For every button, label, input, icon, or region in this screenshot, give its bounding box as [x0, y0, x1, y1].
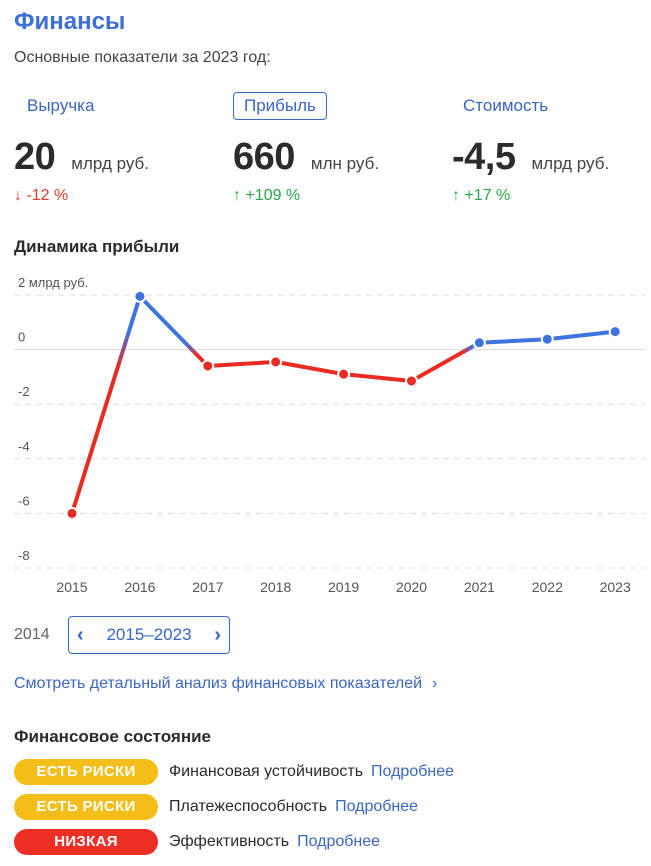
- x-tick-label: 2018: [260, 579, 291, 595]
- chevron-right-icon[interactable]: ›: [214, 624, 221, 646]
- detail-analysis-link[interactable]: Смотреть детальный анализ финансовых пок…: [14, 675, 437, 693]
- page-subtitle: Основные показатели за 2023 год:: [14, 49, 271, 66]
- profit-unit: млн руб.: [310, 154, 380, 173]
- profit-value: 660: [233, 136, 295, 178]
- x-tick-label: 2016: [124, 579, 155, 595]
- page-title: Финансы: [14, 8, 126, 35]
- data-point[interactable]: [201, 359, 215, 373]
- series-line-segment: [545, 329, 618, 342]
- value-value: -4,5: [452, 136, 516, 178]
- status-row-efficiency: НИЗКАЯ Эффективность Подробнее: [14, 829, 380, 855]
- series-line-segment: [341, 372, 414, 383]
- data-point[interactable]: [405, 374, 418, 388]
- profit-change: ↑ +109 %: [233, 187, 301, 204]
- y-tick-label: -2: [18, 384, 30, 399]
- data-point[interactable]: [269, 355, 283, 369]
- y-tick-label: -8: [18, 548, 30, 563]
- tab-revenue[interactable]: Выручка: [27, 96, 95, 115]
- x-tick-label: 2022: [532, 579, 563, 595]
- x-tick-label: 2021: [464, 579, 495, 595]
- tab-profit[interactable]: Прибыль: [233, 92, 327, 120]
- tab-value[interactable]: Стоимость: [463, 96, 549, 115]
- value-unit: млрд руб.: [531, 154, 610, 173]
- status-label: Эффективность: [169, 833, 290, 850]
- year-range-selector: ‹ 2015–2023 ›: [68, 616, 230, 654]
- data-point[interactable]: [133, 289, 147, 303]
- series-line-segment: [477, 337, 550, 345]
- chevron-right-icon: ›: [432, 675, 438, 692]
- data-point[interactable]: [608, 325, 622, 339]
- status-badge: ЕСТЬ РИСКИ: [14, 759, 158, 785]
- chevron-left-icon[interactable]: ‹: [77, 624, 84, 646]
- y-tick-label: 2 млрд руб.: [18, 275, 88, 290]
- revenue-value: 20: [14, 136, 56, 178]
- more-link[interactable]: Подробнее: [297, 833, 381, 850]
- revenue-unit: млрд руб.: [71, 154, 150, 173]
- data-point[interactable]: [65, 506, 79, 520]
- status-label: Платежеспособность: [169, 798, 328, 815]
- more-link[interactable]: Подробнее: [335, 798, 419, 815]
- financial-state-title: Финансовое состояние: [14, 727, 212, 746]
- x-tick-label: 2019: [328, 579, 359, 595]
- revenue-change: ↓ -12 %: [14, 187, 69, 204]
- series-line-segment: [137, 294, 210, 368]
- year-range-label: 2015–2023: [106, 625, 192, 644]
- chart-title: Динамика прибыли: [14, 237, 180, 256]
- series-line-segment: [409, 340, 482, 383]
- y-tick-label: -6: [18, 493, 30, 508]
- more-link[interactable]: Подробнее: [371, 763, 455, 780]
- series-line-segment: [70, 294, 142, 516]
- series-line-segment: [273, 359, 346, 377]
- profit-metric: 660 млн руб.: [233, 136, 379, 179]
- series-line-segment: [205, 359, 278, 368]
- data-point[interactable]: [337, 367, 351, 381]
- data-point[interactable]: [472, 336, 486, 350]
- value-metric: -4,5 млрд руб.: [452, 136, 609, 179]
- status-badge: НИЗКАЯ: [14, 829, 158, 855]
- status-badge: ЕСТЬ РИСКИ: [14, 794, 158, 820]
- previous-year-link[interactable]: 2014: [14, 626, 50, 643]
- x-tick-label: 2023: [600, 579, 631, 595]
- value-change: ↑ +17 %: [452, 187, 511, 204]
- revenue-metric: 20 млрд руб.: [14, 136, 149, 179]
- profit-chart: 2 млрд руб. 0 -2 -4 -6 -8 2015 2016 2017 2018 201…: [14, 275, 645, 595]
- y-tick-label: -4: [18, 439, 30, 454]
- status-row-stability: ЕСТЬ РИСКИ Финансовая устойчивость Подро…: [14, 759, 454, 785]
- status-label: Финансовая устойчивость: [169, 763, 364, 780]
- x-tick-label: 2020: [396, 579, 427, 595]
- x-tick-label: 2015: [56, 579, 87, 595]
- x-tick-label: 2017: [192, 579, 223, 595]
- detail-analysis-label: Смотреть детальный анализ финансовых пок…: [14, 675, 423, 692]
- y-tick-label: 0: [18, 330, 25, 345]
- status-row-solvency: ЕСТЬ РИСКИ Платежеспособность Подробнее: [14, 794, 418, 820]
- data-point[interactable]: [540, 332, 554, 346]
